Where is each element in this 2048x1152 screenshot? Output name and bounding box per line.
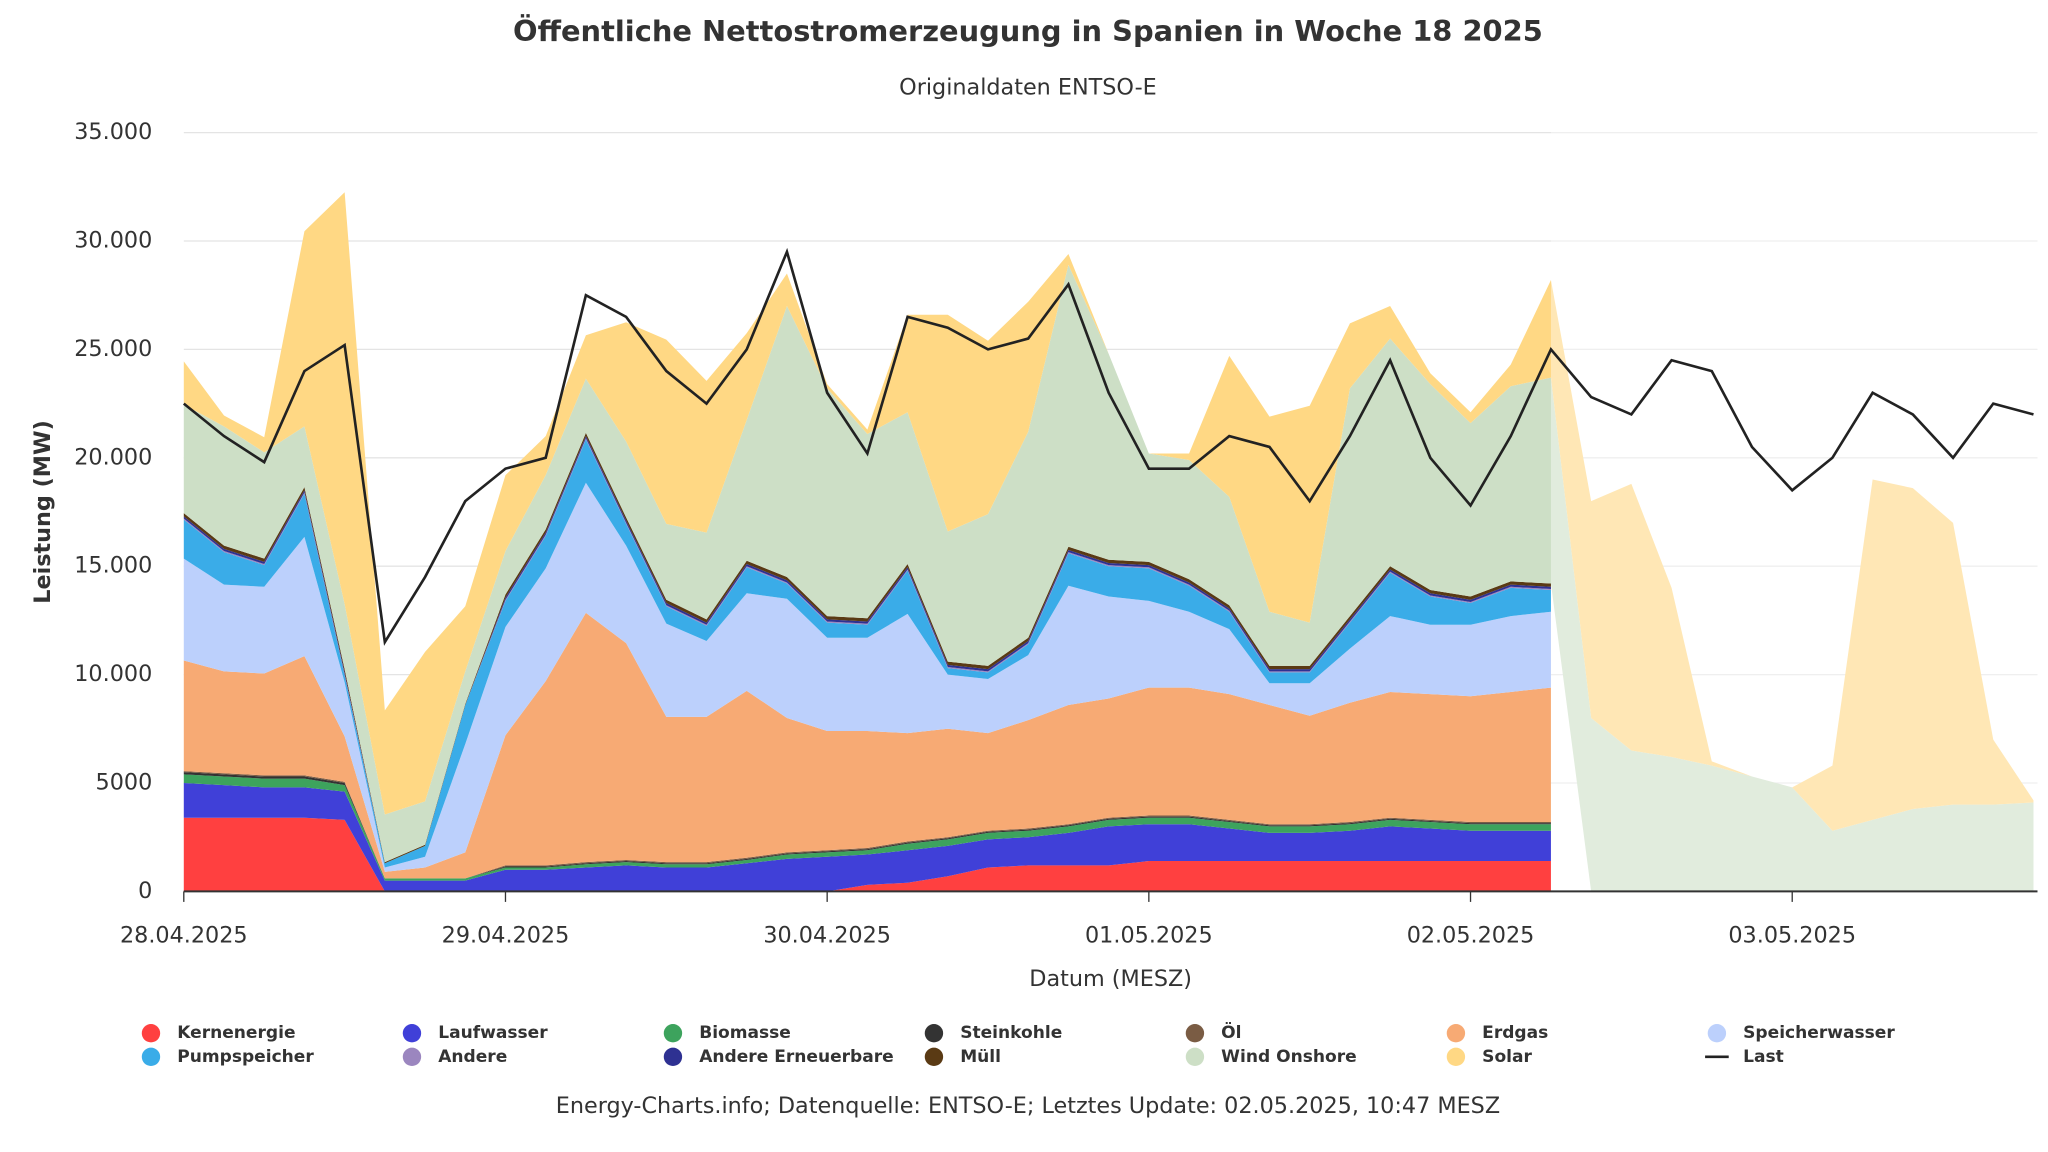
- y-tick-label: 20.000: [74, 444, 152, 470]
- legend-marker: [402, 1024, 422, 1043]
- legend-marker: [1185, 1024, 1205, 1043]
- caption: Energy-Charts.info; Datenquelle: ENTSO-E…: [556, 1093, 1500, 1119]
- legend-marker: [1185, 1047, 1205, 1067]
- area: [183, 482, 1551, 872]
- x-tick-label: 01.05.2025: [1085, 923, 1213, 949]
- legend-label: Pumpspeicher: [177, 1047, 314, 1067]
- legend-marker: [924, 1024, 944, 1043]
- legend-label: Müll: [960, 1047, 1001, 1067]
- y-tick-label: 15.000: [74, 553, 152, 579]
- legend-label: Last: [1743, 1047, 1784, 1067]
- legend-marker: [141, 1024, 161, 1043]
- legend-marker: [402, 1047, 422, 1067]
- legend-label: Andere: [438, 1047, 507, 1067]
- y-tick-label: 5000: [96, 770, 153, 796]
- legend-label: Steinkohle: [960, 1023, 1062, 1043]
- legend-marker: [1446, 1047, 1466, 1067]
- y-tick-label: 0: [138, 878, 152, 904]
- legend-label: Wind Onshore: [1221, 1047, 1357, 1067]
- area: [183, 192, 2034, 831]
- x-tick-label: 28.04.2025: [120, 923, 248, 949]
- y-axis-label: Leistung (MW): [30, 420, 56, 604]
- area: [183, 612, 1551, 879]
- y-tick-label: 10.000: [74, 661, 152, 687]
- line: [182, 247, 2034, 646]
- area: [183, 264, 2034, 892]
- x-axis-label: Datum (MESZ): [1029, 966, 1192, 992]
- x-tick-label: 03.05.2025: [1728, 923, 1856, 949]
- legend-marker: [141, 1047, 161, 1067]
- x-tick-label: 29.04.2025: [442, 923, 570, 949]
- area: [183, 772, 1551, 879]
- legend-label: Kernenergie: [177, 1023, 295, 1043]
- y-tick-label: 30.000: [74, 227, 152, 253]
- area: [183, 817, 1551, 892]
- legend-marker: [1707, 1024, 1727, 1043]
- chart-subtitle: Originaldaten ENTSO-E: [899, 74, 1157, 100]
- y-tick-label: 25.000: [74, 336, 152, 362]
- legend-marker: [924, 1047, 944, 1067]
- legend-marker: [663, 1047, 683, 1067]
- legend-label: Solar: [1482, 1047, 1532, 1067]
- y-tick-label: 35.000: [74, 119, 152, 145]
- chart-title: Öffentliche Nettostromerzeugung in Spani…: [513, 14, 1543, 48]
- forecast-shade: [1550, 119, 2038, 892]
- x-tick-label: 02.05.2025: [1407, 923, 1535, 949]
- legend-label: Laufwasser: [438, 1023, 548, 1043]
- legend-label: Speicherwasser: [1743, 1023, 1895, 1043]
- legend-label: Biomasse: [699, 1023, 791, 1043]
- area: [183, 771, 1551, 879]
- legend-label: Öl: [1221, 1021, 1241, 1043]
- x-tick-label: 30.04.2025: [763, 923, 891, 949]
- legend-label: Erdgas: [1482, 1023, 1548, 1043]
- legend-marker: [1446, 1024, 1466, 1043]
- area: [183, 774, 1551, 881]
- legend-marker: [663, 1024, 683, 1043]
- area: [183, 783, 1551, 892]
- legend-label: Andere Erneuerbare: [699, 1047, 894, 1067]
